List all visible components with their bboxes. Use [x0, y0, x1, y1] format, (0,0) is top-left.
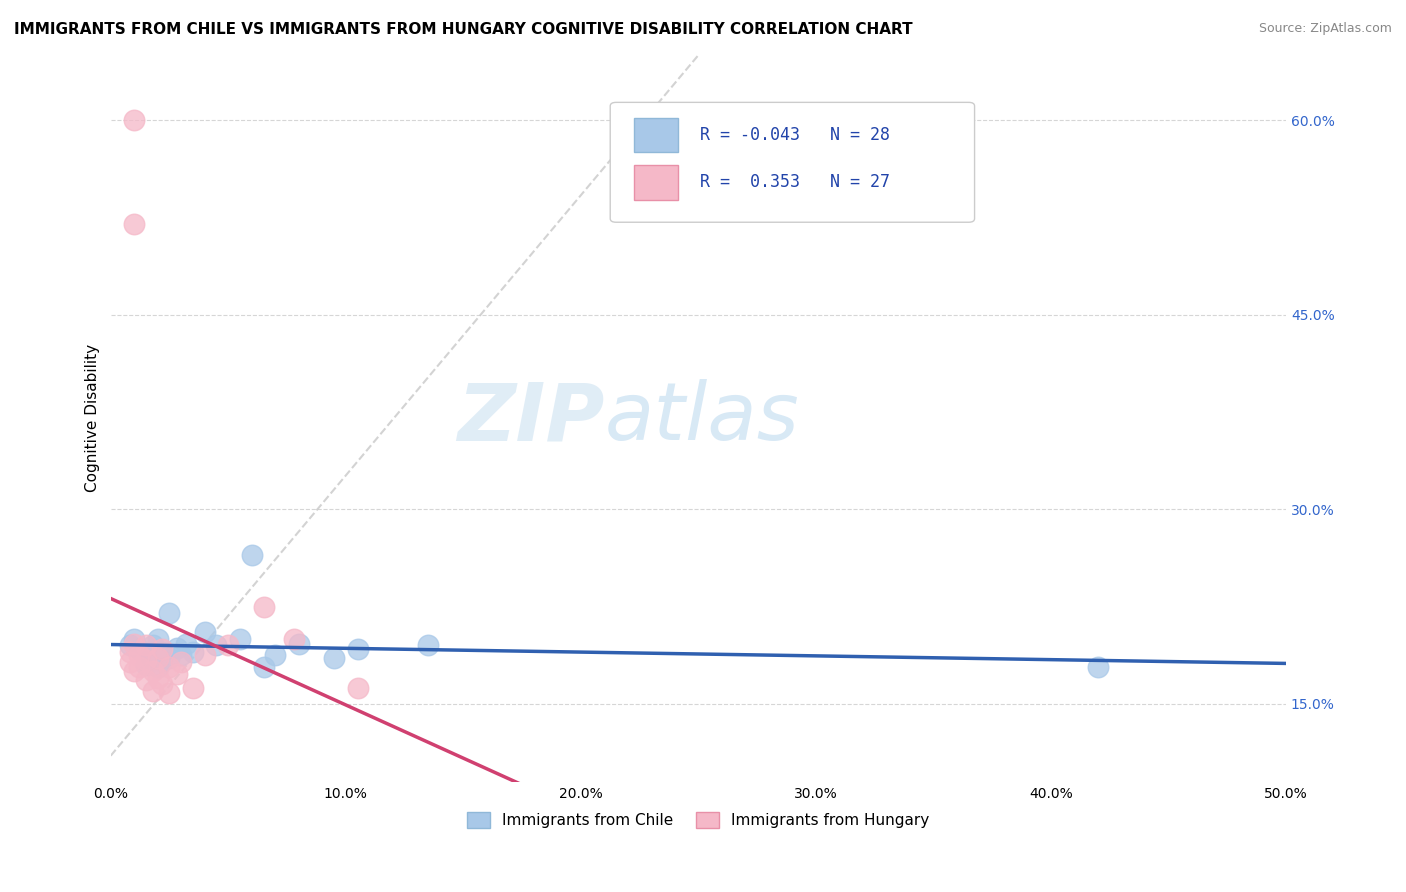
Point [152, 642, 174, 657]
Point [205, 639, 228, 653]
Text: ZIP: ZIP [457, 379, 605, 458]
Point [174, 637, 197, 651]
Point [217, 639, 239, 653]
Point [159, 686, 181, 700]
Point [128, 648, 150, 662]
Point [146, 651, 169, 665]
Text: Source: ZipAtlas.com: Source: ZipAtlas.com [1258, 22, 1392, 36]
Point [142, 651, 165, 665]
Y-axis label: Cognitive Disability: Cognitive Disability [86, 344, 100, 492]
Point [146, 660, 169, 674]
Point [166, 667, 188, 681]
Point [170, 655, 193, 669]
Point [416, 639, 439, 653]
Point [142, 665, 165, 679]
Legend: Immigrants from Chile, Immigrants from Hungary: Immigrants from Chile, Immigrants from H… [460, 805, 938, 836]
Point [159, 651, 181, 665]
Point [122, 217, 145, 231]
Point [346, 681, 368, 696]
Point [118, 639, 141, 653]
Point [118, 655, 141, 669]
FancyBboxPatch shape [610, 103, 974, 222]
Point [159, 660, 181, 674]
Text: atlas: atlas [605, 379, 799, 458]
Point [142, 639, 165, 653]
Point [122, 113, 145, 128]
Point [159, 606, 181, 620]
Point [1087, 660, 1109, 674]
Point [181, 645, 204, 659]
Point [181, 681, 204, 696]
FancyBboxPatch shape [634, 118, 678, 153]
Text: IMMIGRANTS FROM CHILE VS IMMIGRANTS FROM HUNGARY COGNITIVE DISABILITY CORRELATIO: IMMIGRANTS FROM CHILE VS IMMIGRANTS FROM… [14, 22, 912, 37]
Point [142, 683, 165, 698]
Point [170, 648, 193, 662]
Point [346, 642, 368, 657]
Point [118, 645, 141, 659]
Point [135, 653, 157, 667]
Point [252, 660, 274, 674]
Point [122, 637, 145, 651]
Point [135, 648, 157, 662]
Point [283, 632, 305, 646]
Point [128, 642, 150, 657]
Point [152, 645, 174, 659]
Point [128, 660, 150, 674]
Point [122, 665, 145, 679]
Point [166, 640, 188, 655]
FancyBboxPatch shape [634, 165, 678, 200]
Text: R = -0.043   N = 28: R = -0.043 N = 28 [700, 126, 890, 144]
Point [146, 632, 169, 646]
Point [264, 648, 287, 662]
Point [240, 548, 263, 562]
Point [194, 648, 217, 662]
Point [229, 632, 252, 646]
Point [323, 651, 346, 665]
Point [146, 671, 169, 685]
Point [135, 639, 157, 653]
Point [194, 625, 217, 640]
Point [152, 654, 174, 668]
Point [122, 632, 145, 646]
Text: R =  0.353   N = 27: R = 0.353 N = 27 [700, 173, 890, 191]
Point [152, 677, 174, 691]
Point [287, 637, 309, 651]
Point [135, 657, 157, 672]
Point [252, 599, 274, 614]
Point [135, 673, 157, 688]
